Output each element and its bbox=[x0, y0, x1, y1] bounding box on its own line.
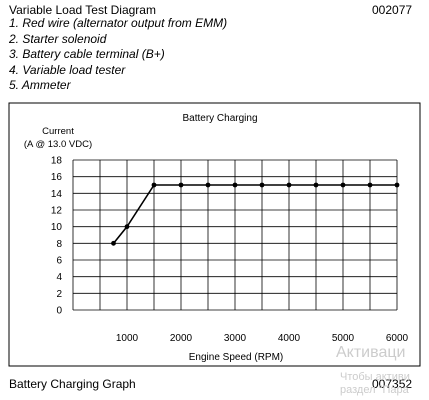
y-axis-label-line2: (A @ 13.0 VDC) bbox=[24, 139, 92, 150]
grid-layer bbox=[72, 159, 398, 311]
x-tick-label: 3000 bbox=[224, 333, 247, 344]
x-tick-label: 4000 bbox=[278, 333, 301, 344]
legend-item: 2. Starter solenoid bbox=[9, 31, 107, 46]
data-point bbox=[111, 240, 116, 246]
y-tick-label: 14 bbox=[51, 189, 63, 200]
tick-layer: 0 2 4 6 8 10 12 14 16 18 1000 2000 3000 4000 5000 6000 bbox=[51, 156, 409, 345]
data-point bbox=[178, 182, 184, 188]
watermark-line: Чтобы активи bbox=[340, 371, 410, 383]
y-tick-label: 16 bbox=[51, 172, 63, 183]
data-point bbox=[151, 182, 157, 188]
graph-caption: Battery Charging Graph bbox=[9, 377, 136, 391]
activation-watermark: Активаци bbox=[336, 344, 406, 361]
y-tick-label: 10 bbox=[51, 222, 63, 233]
x-tick-label: 1000 bbox=[116, 333, 139, 344]
legend-item: 5. Ammeter bbox=[9, 78, 71, 92]
legend-item: 1. Red wire (alternator output from EMM) bbox=[9, 16, 228, 30]
document-code-bottom: 007352 bbox=[372, 377, 413, 391]
chart-frame bbox=[8, 102, 421, 367]
y-tick-label: 0 bbox=[56, 306, 62, 317]
diagram-title: Variable Load Test Diagram bbox=[9, 3, 156, 17]
data-point bbox=[313, 182, 319, 188]
activation-watermark-sub: Чтобы активи раздел "Пара bbox=[340, 371, 410, 397]
y-axis-label-line1: Current bbox=[42, 126, 74, 137]
series-layer bbox=[111, 182, 400, 246]
chart-title: Battery Charging bbox=[182, 113, 257, 124]
x-tick-label: 2000 bbox=[170, 333, 193, 344]
data-point bbox=[232, 182, 238, 188]
watermark-line: раздел "Пара bbox=[340, 384, 409, 396]
data-point bbox=[205, 182, 211, 188]
x-tick-label: 6000 bbox=[386, 333, 409, 344]
y-tick-label: 2 bbox=[56, 289, 62, 300]
x-axis-label: Engine Speed (RPM) bbox=[189, 352, 284, 363]
y-tick-label: 6 bbox=[56, 256, 62, 267]
data-point bbox=[259, 182, 265, 188]
y-tick-label: 12 bbox=[51, 206, 63, 217]
legend-item: 4. Variable load tester bbox=[9, 62, 126, 77]
data-point bbox=[340, 182, 346, 188]
x-tick-label: 5000 bbox=[332, 333, 355, 344]
document-code-top: 002077 bbox=[372, 3, 413, 17]
y-tick-label: 4 bbox=[56, 272, 62, 283]
data-point bbox=[394, 182, 400, 188]
data-point bbox=[124, 224, 130, 230]
data-point bbox=[367, 182, 373, 188]
y-tick-label: 8 bbox=[56, 239, 62, 250]
series-line bbox=[112, 184, 397, 244]
legend-list: 1. Red wire (alternator output from EMM)… bbox=[9, 16, 227, 94]
data-point bbox=[286, 182, 292, 188]
y-tick-label: 18 bbox=[51, 156, 63, 167]
legend-item: 3. Battery cable terminal (B+) bbox=[9, 47, 165, 61]
